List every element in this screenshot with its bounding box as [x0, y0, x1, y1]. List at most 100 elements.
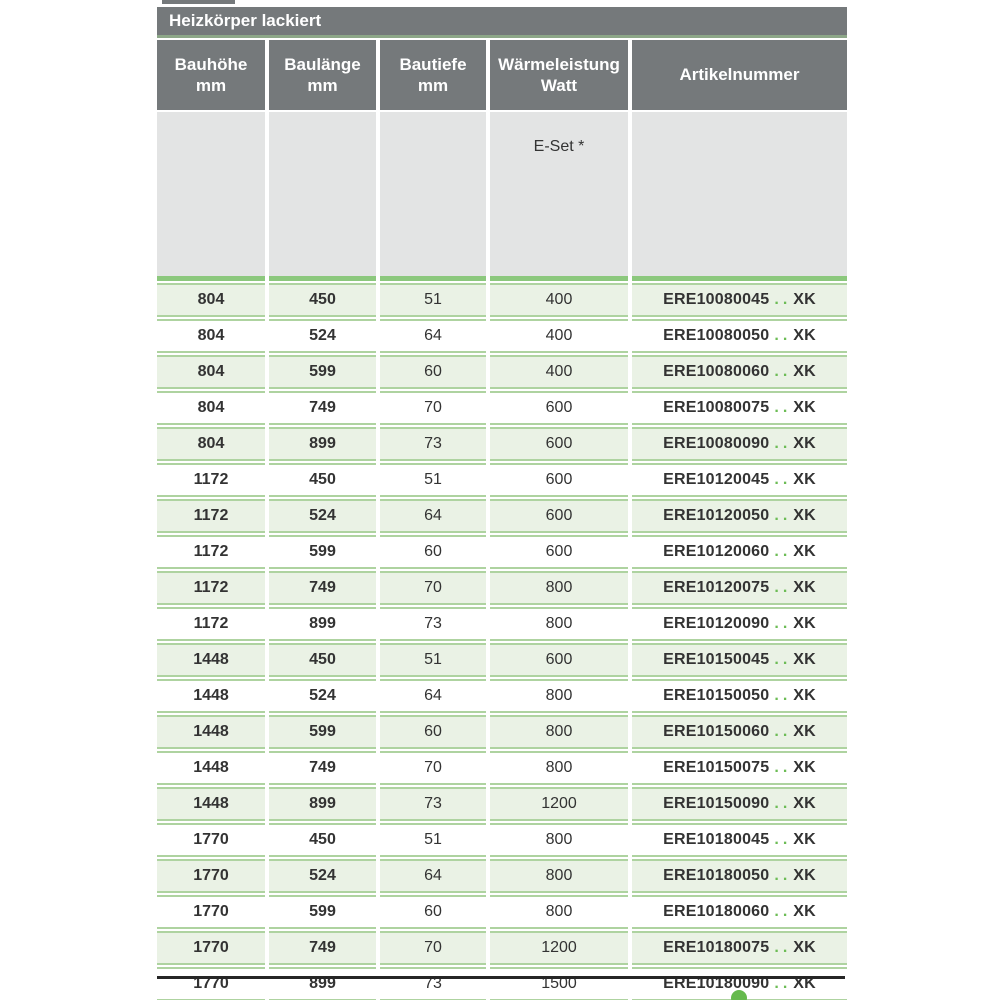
col-unit: Watt — [540, 76, 578, 95]
cell-bautiefe: 70 — [380, 931, 486, 965]
cell-bautiefe: 51 — [380, 643, 486, 677]
artikel-code: ERE10120050 — [663, 507, 770, 524]
cell-bauhoehe: 1448 — [157, 715, 265, 749]
cell-baulaenge: 450 — [269, 823, 376, 857]
col-label: Wärmeleistung — [498, 54, 620, 74]
artikel-suffix: XK — [793, 759, 816, 776]
cell-artikelnummer: ERE10150050.. XK — [632, 679, 847, 713]
cell-bauhoehe: 1448 — [157, 643, 265, 677]
table-row: 1172 450 51 600 ERE10120045.. XK — [157, 463, 847, 497]
artikel-suffix: XK — [793, 939, 816, 956]
artikel-suffix: XK — [793, 867, 816, 884]
subheader-cell-eset: E-Set * — [490, 112, 628, 281]
cell-artikelnummer: ERE10120050.. XK — [632, 499, 847, 533]
table-bottom-rule — [157, 976, 845, 979]
cell-bauhoehe: 1172 — [157, 607, 265, 641]
cell-artikelnummer: ERE10180045.. XK — [632, 823, 847, 857]
cell-bauhoehe: 1770 — [157, 931, 265, 965]
cell-watt: 1200 — [490, 931, 628, 965]
cell-baulaenge: 524 — [269, 859, 376, 893]
artikel-code: ERE10080075 — [663, 399, 770, 416]
cell-baulaenge: 599 — [269, 895, 376, 929]
cell-bautiefe: 70 — [380, 751, 486, 785]
table-row: 1770 899 73 1500 ERE10180090.. XK — [157, 967, 847, 1000]
cell-baulaenge: 450 — [269, 643, 376, 677]
cell-bautiefe: 73 — [380, 967, 486, 1000]
cell-artikelnummer: ERE10080090.. XK — [632, 427, 847, 461]
cell-bautiefe: 70 — [380, 571, 486, 605]
table-row: 1172 899 73 800 ERE10120090.. XK — [157, 607, 847, 641]
cell-watt: 400 — [490, 355, 628, 389]
col-unit: mm — [195, 76, 227, 95]
table-row: 1770 450 51 800 ERE10180045.. XK — [157, 823, 847, 857]
col-label: Bauhöhe — [174, 54, 248, 74]
cell-baulaenge: 899 — [269, 787, 376, 821]
artikel-placeholder-dots: .. — [774, 543, 792, 560]
artikel-placeholder-dots: .. — [774, 795, 792, 812]
table-row: 1448 599 60 800 ERE10150060.. XK — [157, 715, 847, 749]
artikel-placeholder-dots: .. — [774, 363, 792, 380]
cell-watt: 600 — [490, 463, 628, 497]
col-unit: mm — [307, 76, 338, 95]
cell-artikelnummer: ERE10080050.. XK — [632, 319, 847, 353]
artikel-suffix: XK — [793, 363, 816, 380]
table-row: 1770 599 60 800 ERE10180060.. XK — [157, 895, 847, 929]
artikel-code: ERE10150075 — [663, 759, 770, 776]
cell-bauhoehe: 804 — [157, 391, 265, 425]
artikel-placeholder-dots: .. — [774, 435, 792, 452]
cell-artikelnummer: ERE10150075.. XK — [632, 751, 847, 785]
artikel-code: ERE10120060 — [663, 543, 770, 560]
cell-watt: 800 — [490, 859, 628, 893]
artikel-code: ERE10150090 — [663, 795, 770, 812]
cell-watt: 600 — [490, 391, 628, 425]
artikel-code: ERE10120075 — [663, 579, 770, 596]
artikel-code: ERE10180045 — [663, 831, 770, 848]
artikel-suffix: XK — [793, 543, 816, 560]
table-title: Heizkörper lackiert — [157, 7, 847, 38]
artikel-placeholder-dots: .. — [774, 723, 792, 740]
cell-artikelnummer: ERE10150045.. XK — [632, 643, 847, 677]
artikel-suffix: XK — [793, 795, 816, 812]
cell-watt: 800 — [490, 679, 628, 713]
cell-bautiefe: 64 — [380, 499, 486, 533]
cell-bauhoehe: 1172 — [157, 535, 265, 569]
artikel-placeholder-dots: .. — [774, 975, 792, 992]
artikel-placeholder-dots: .. — [774, 903, 792, 920]
cell-watt: 400 — [490, 283, 628, 317]
artikel-suffix: XK — [793, 651, 816, 668]
cell-baulaenge: 599 — [269, 715, 376, 749]
artikel-code: ERE10180060 — [663, 903, 770, 920]
cell-baulaenge: 749 — [269, 931, 376, 965]
cell-bautiefe: 73 — [380, 787, 486, 821]
cell-bautiefe: 51 — [380, 823, 486, 857]
artikel-suffix: XK — [793, 831, 816, 848]
cell-watt: 800 — [490, 571, 628, 605]
col-header-bauhoehe: Bauhöhe mm — [157, 40, 265, 110]
cell-bautiefe: 60 — [380, 895, 486, 929]
cell-watt: 600 — [490, 643, 628, 677]
table-body: 804 450 51 400 ERE10080045.. XK 804 524 64 400 ERE… — [157, 283, 847, 1000]
cell-bauhoehe: 1172 — [157, 499, 265, 533]
col-header-baulaenge: Baulänge mm — [269, 40, 376, 110]
artikel-placeholder-dots: .. — [774, 579, 792, 596]
cell-watt: 600 — [490, 535, 628, 569]
artikel-placeholder-dots: .. — [774, 507, 792, 524]
cell-bauhoehe: 804 — [157, 355, 265, 389]
radiator-spec-table: Heizkörper lackiert Bauhöhe mm Baulänge … — [157, 7, 847, 1000]
cell-watt: 800 — [490, 715, 628, 749]
cell-baulaenge: 450 — [269, 283, 376, 317]
table-row: 1172 749 70 800 ERE10120075.. XK — [157, 571, 847, 605]
artikel-suffix: XK — [793, 471, 816, 488]
spec-table: Heizkörper lackiert Bauhöhe mm Baulänge … — [153, 5, 851, 1000]
cell-artikelnummer: ERE10120045.. XK — [632, 463, 847, 497]
artikel-placeholder-dots: .. — [774, 471, 792, 488]
table-row: 1172 599 60 600 ERE10120060.. XK — [157, 535, 847, 569]
cell-watt: 1200 — [490, 787, 628, 821]
col-label: Bautiefe — [399, 54, 467, 74]
cell-watt: 1500 — [490, 967, 628, 1000]
cell-artikelnummer: ERE10180050.. XK — [632, 859, 847, 893]
subheader-cell-empty — [269, 112, 376, 281]
cell-bauhoehe: 1770 — [157, 859, 265, 893]
cell-bauhoehe: 804 — [157, 283, 265, 317]
